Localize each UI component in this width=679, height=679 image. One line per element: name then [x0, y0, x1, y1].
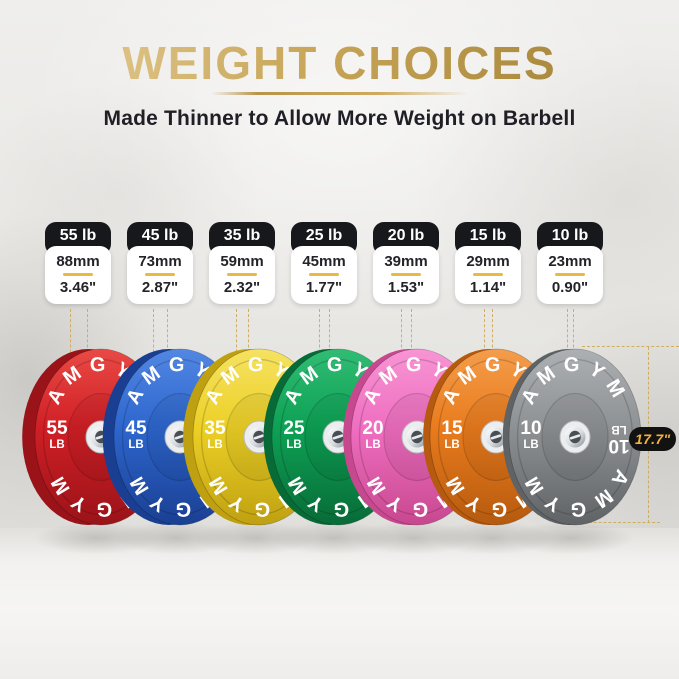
gold-divider — [63, 273, 93, 276]
hub-glint — [490, 434, 502, 440]
plate-weight-left: 45 LB — [125, 418, 147, 451]
plate-weight-unit: LB — [365, 439, 380, 451]
thickness-inch: 1.14" — [469, 279, 507, 296]
hub-glint — [411, 434, 423, 440]
plate-weight-number: 25 — [283, 418, 305, 439]
plate-weight-left: 25 LB — [283, 418, 305, 451]
thickness-values: 23mm 0.90" — [537, 246, 603, 304]
plate-weight-left: 10 LB — [520, 418, 541, 451]
plate-weight-number: 10 — [520, 418, 541, 439]
thickness-mm: 88mm — [56, 253, 100, 270]
plate-weight-left: 20 LB — [362, 418, 383, 451]
gold-divider — [473, 273, 503, 276]
thickness-values: 39mm 1.53" — [373, 246, 439, 304]
thickness-card: 45 lb 73mm 2.87" — [127, 222, 193, 304]
thickness-inch: 2.32" — [223, 279, 261, 296]
hub-glint — [569, 434, 581, 440]
bumper-plate-10lb: AMGYM AMGYM 10 LB 10 LB — [502, 348, 642, 526]
thickness-mm: 29mm — [466, 253, 510, 270]
thickness-inch: 1.77" — [305, 279, 343, 296]
gold-divider — [145, 273, 175, 276]
thickness-mm: 45mm — [302, 253, 346, 270]
thickness-values: 88mm 3.46" — [45, 246, 111, 304]
plate-weight-unit: LB — [611, 423, 626, 435]
gold-divider — [227, 273, 257, 276]
plate-weight-left: 35 LB — [204, 418, 226, 451]
thickness-card: 20 lb 39mm 1.53" — [373, 222, 439, 304]
plate-weight-right: 10 LB — [608, 423, 629, 456]
thickness-mm: 73mm — [138, 253, 182, 270]
thickness-card: 55 lb 88mm 3.46" — [45, 222, 111, 304]
plate-weight-number: 20 — [362, 418, 383, 439]
thickness-values: 73mm 2.87" — [127, 246, 193, 304]
thickness-values: 45mm 1.77" — [291, 246, 357, 304]
page-subtitle: Made Thinner to Allow More Weight on Bar… — [103, 107, 576, 130]
gold-divider — [309, 273, 339, 276]
diameter-badge: 17.7" — [629, 427, 677, 451]
gold-divider — [555, 273, 585, 276]
hub-glint — [253, 434, 265, 440]
plate-weight-left: 55 LB — [46, 418, 68, 451]
thickness-card: 15 lb 29mm 1.14" — [455, 222, 521, 304]
thickness-guide-line — [152, 309, 154, 393]
thickness-mm: 23mm — [548, 253, 592, 270]
thickness-inch: 2.87" — [141, 279, 179, 296]
plate-weight-unit: LB — [207, 439, 222, 451]
plate-weight-left: 15 LB — [441, 418, 463, 451]
thickness-inch: 0.90" — [551, 279, 589, 296]
plate-weight-number: 15 — [441, 418, 463, 439]
thickness-card: 25 lb 45mm 1.77" — [291, 222, 357, 304]
diameter-guide-bottom — [584, 522, 660, 523]
plate-weight-unit: LB — [286, 439, 301, 451]
gold-divider — [391, 273, 421, 276]
plate-weight-unit: LB — [128, 439, 143, 451]
thickness-card: 10 lb 23mm 0.90" — [537, 222, 603, 304]
header: WEIGHT CHOICES Made Thinner to Allow Mor… — [0, 36, 679, 131]
gold-underline — [210, 92, 469, 95]
thickness-guide-line — [69, 309, 71, 393]
thickness-mm: 39mm — [384, 253, 428, 270]
thickness-inch: 3.46" — [59, 279, 97, 296]
hub-glint — [174, 434, 186, 440]
hub-glint — [332, 434, 344, 440]
diameter-guide-top — [582, 346, 679, 347]
page-title: WEIGHT CHOICES — [122, 37, 557, 89]
thickness-card: 35 lb 59mm 2.32" — [209, 222, 275, 304]
thickness-inch: 1.53" — [387, 279, 425, 296]
plate-weight-number: 45 — [125, 418, 147, 439]
thickness-mm: 59mm — [220, 253, 264, 270]
plate-weight-number: 35 — [204, 418, 226, 439]
plate-weight-number: 55 — [46, 418, 68, 439]
plate-weight-unit: LB — [49, 439, 64, 451]
thickness-values: 29mm 1.14" — [455, 246, 521, 304]
plate-weight-number: 10 — [608, 435, 629, 456]
plate-weight-unit: LB — [444, 439, 459, 451]
floor-background — [0, 528, 679, 679]
thickness-values: 59mm 2.32" — [209, 246, 275, 304]
plate-weight-unit: LB — [523, 439, 538, 451]
